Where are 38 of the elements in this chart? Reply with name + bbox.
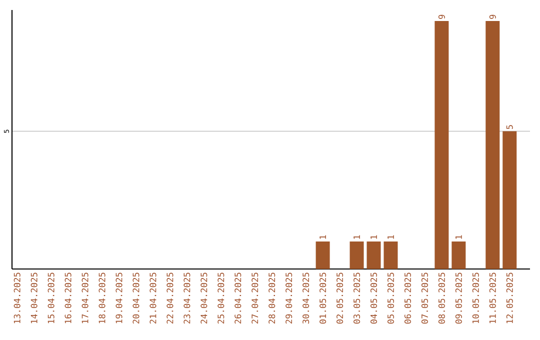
x-tick-label: 02.05.2025 (336, 272, 344, 324)
x-tick-label: 16.04.2025 (64, 272, 72, 324)
data-label: 5 (506, 125, 513, 130)
x-tick-label: 19.04.2025 (116, 272, 122, 324)
x-tick-label: 26.04.2025 (234, 272, 242, 324)
x-tick-label: 13.04.2025 (14, 272, 20, 324)
x-tick-label: 17.04.2025 (82, 272, 88, 324)
x-tick-label: 09.05.2025 (455, 272, 462, 324)
x-tick-label: 03.05.2025 (354, 272, 360, 324)
x-tick-label: 21.04.2025 (150, 272, 156, 324)
x-tick-label: 27.04.2025 (252, 272, 258, 324)
x-tick-label: 22.04.2025 (166, 272, 174, 324)
x-tick-label: 10.05.2025 (472, 272, 479, 324)
x-tick-label: 12.05.2025 (506, 272, 513, 324)
x-tick-label: 01.05.2025 (320, 272, 326, 324)
x-tick-label: 06.05.2025 (404, 272, 411, 324)
data-label: 1 (320, 235, 326, 239)
data-label: 1 (354, 235, 360, 239)
data-label: 1 (388, 235, 394, 239)
data-label: 9 (438, 14, 445, 19)
x-tick-label: 20.04.2025 (132, 272, 140, 324)
x-tick-label: 28.04.2025 (268, 272, 276, 324)
x-tick-label: 30.04.2025 (302, 272, 310, 324)
data-label: 1 (456, 235, 462, 239)
data-label: 1 (370, 235, 377, 239)
x-tick-label: 07.05.2025 (421, 272, 428, 324)
x-tick-label: 11.05.2025 (489, 272, 496, 324)
x-tick-label: 18.04.2025 (98, 272, 106, 324)
x-tick-label: 24.04.2025 (200, 272, 208, 324)
x-tick-label: 29.04.2025 (286, 272, 292, 324)
x-tick-label: 05.05.2025 (387, 272, 394, 324)
x-tick-label: 04.05.2025 (370, 272, 378, 324)
x-tick-label: 14.04.2025 (30, 272, 38, 324)
x-tick-label: 25.04.2025 (218, 272, 224, 324)
x-tick-label: 15.04.2025 (48, 272, 54, 324)
x-tick-label: 08.05.2025 (438, 272, 445, 324)
x-tick-label: 23.04.2025 (184, 272, 190, 324)
data-label: 9 (489, 14, 496, 19)
